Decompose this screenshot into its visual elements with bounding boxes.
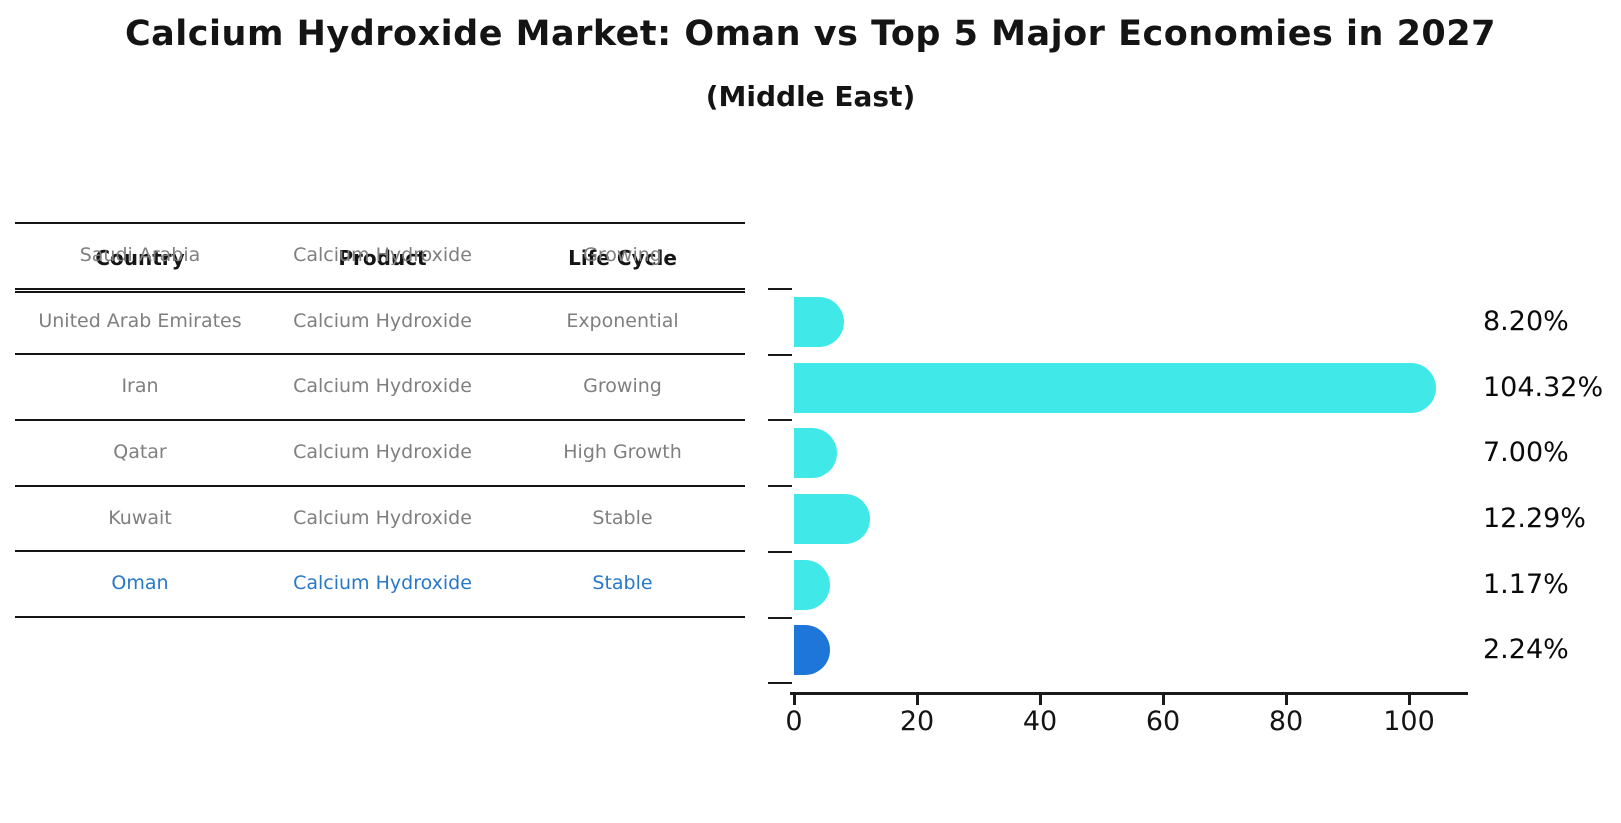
cell-country: United Arab Emirates [38, 309, 242, 332]
x-axis-tick-label: 20 [899, 706, 935, 737]
cell-product: Calcium Hydroxide [293, 572, 472, 595]
bar-iran [794, 428, 838, 479]
bar-value-label-oman: 2.24% [1483, 634, 1569, 666]
bar-value-label-iran: 7.00% [1483, 437, 1569, 469]
bar-oman [794, 625, 830, 676]
chart-subtitle: (Middle East) [705, 80, 916, 113]
bar-qatar [794, 493, 870, 544]
cell-country: Kuwait [108, 506, 172, 529]
bar-value-label-kuwait: 1.17% [1483, 568, 1569, 600]
x-axis-tick-label: 60 [1145, 706, 1181, 737]
column-header-country: Country [95, 245, 185, 270]
x-axis-tick [1162, 695, 1165, 705]
cell-life-cycle: High Growth [563, 440, 682, 463]
x-axis-tick [793, 695, 796, 705]
y-axis-tick [768, 550, 792, 553]
y-axis-tick [768, 682, 792, 685]
x-axis-tick [916, 695, 919, 705]
bar-kuwait [794, 559, 830, 610]
x-axis-tick [1408, 695, 1411, 705]
column-header-product: Product [338, 245, 427, 270]
y-axis-tick [768, 616, 792, 619]
table-row-kuwait: Kuwait Calcium Hydroxide Stable [15, 485, 745, 553]
table-header-row: Country Product Life Cycle [15, 222, 745, 293]
chart-title: Calcium Hydroxide Market: Oman vs Top 5 … [125, 14, 1496, 54]
x-axis-line [790, 692, 1468, 695]
cell-life-cycle: Stable [592, 572, 653, 595]
cell-product: Calcium Hydroxide [293, 243, 472, 266]
y-axis-tick [768, 288, 792, 290]
table-row-united-arab-emirates: United Arab Emirates Calcium Hydroxide Exp… [15, 288, 745, 356]
table-row-saudi-arabia: Saudi Arabia Calcium Hydroxide Growing [15, 222, 745, 290]
x-axis-tick [1039, 695, 1042, 705]
x-axis-tick-label: 100 [1383, 706, 1435, 737]
cell-life-cycle: Stable [592, 506, 653, 529]
cell-country: Saudi Arabia [79, 243, 201, 266]
x-axis-tick-label: 0 [785, 706, 803, 737]
x-axis-tick [1285, 695, 1288, 705]
bar-saudi-arabia [794, 296, 845, 347]
bar-value-label-saudi-arabia: 8.20% [1483, 305, 1569, 337]
table-row-iran: Iran Calcium Hydroxide Growing [15, 353, 745, 422]
cell-country: Oman [111, 572, 169, 595]
y-axis-tick [768, 419, 792, 422]
cell-life-cycle: Growing [583, 375, 662, 398]
cell-life-cycle: Exponential [566, 309, 679, 332]
cell-life-cycle: Growing [583, 243, 662, 266]
cell-product: Calcium Hydroxide [293, 375, 472, 398]
cell-product: Calcium Hydroxide [293, 506, 472, 529]
y-axis-tick [768, 353, 792, 356]
cell-product: Calcium Hydroxide [293, 309, 472, 332]
cell-country: Qatar [113, 440, 167, 463]
cell-country: Iran [121, 375, 159, 398]
x-axis-tick-label: 40 [1022, 706, 1058, 737]
table-row-oman: Oman Calcium Hydroxide Stable [15, 551, 745, 619]
cell-product: Calcium Hydroxide [293, 440, 472, 463]
column-header-life-cycle: Life Cycle [568, 245, 677, 270]
x-axis-tick-label: 80 [1268, 706, 1304, 737]
bar-united-arab-emirates [794, 362, 1436, 413]
bar-value-label-united-arab-emirates: 104.32% [1483, 371, 1604, 403]
y-axis-tick [768, 485, 792, 488]
bar-value-label-qatar: 12.29% [1483, 502, 1586, 534]
table-row-qatar: Qatar Calcium Hydroxide High Growth [15, 419, 745, 487]
